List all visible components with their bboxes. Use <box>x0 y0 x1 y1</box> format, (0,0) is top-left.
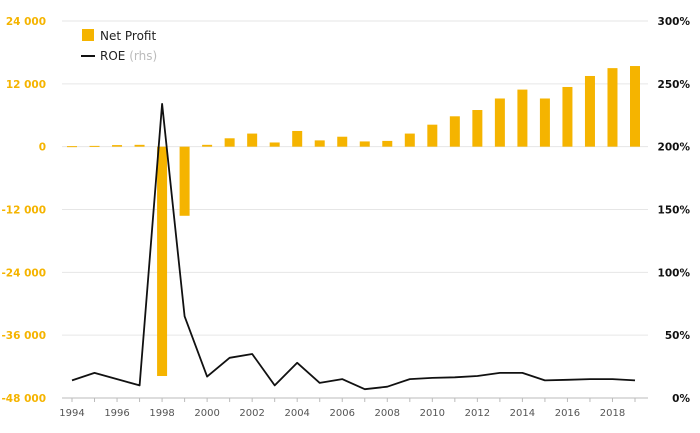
left-axis-tick-label: 24 000 <box>6 16 46 28</box>
legend-roe-suffix: (rhs) <box>129 49 157 63</box>
x-axis-tick-label: 2006 <box>330 408 355 419</box>
x-axis-tick-label: 2014 <box>510 408 535 419</box>
net-profit-bar <box>427 124 438 147</box>
x-axis-tick-label: 2018 <box>600 408 625 419</box>
net-profit-bar <box>179 146 190 216</box>
right-axis-tick-label: 50% <box>665 330 691 342</box>
legend-label-roe: ROE (rhs) <box>100 49 157 63</box>
roe-line-layer <box>71 103 636 391</box>
net-profit-bars <box>67 66 640 377</box>
net-profit-bar <box>404 133 415 147</box>
net-profit-bar <box>269 142 280 147</box>
net-profit-bar <box>337 136 348 147</box>
x-axis-tick-label: 2000 <box>194 408 219 419</box>
net-profit-bar <box>202 144 213 147</box>
right-axis-tick-label: 300% <box>658 16 691 28</box>
net-profit-bar <box>494 98 505 147</box>
net-profit-bar <box>157 146 168 377</box>
legend: Net Profit ROE (rhs) <box>81 29 157 63</box>
gridlines <box>62 20 648 399</box>
x-axis-tick-label: 1996 <box>104 408 129 419</box>
net-profit-bar <box>630 66 640 147</box>
net-profit-bar <box>224 138 235 147</box>
right-axis-tick-label: 250% <box>658 79 691 91</box>
net-profit-bar <box>607 68 618 147</box>
left-axis-tick-label: 12 000 <box>6 79 46 91</box>
net-profit-bar <box>472 110 483 147</box>
x-axis-tick-label: 2012 <box>465 408 490 419</box>
axes: 24 000 12 000 0 -12 000 -24 000 -36 000 -48 00… <box>1 16 690 419</box>
net-profit-bar <box>584 75 595 147</box>
net-profit-bar <box>67 146 77 148</box>
right-axis-tick-label: 150% <box>658 205 691 217</box>
x-axis-tick-label: 1994 <box>59 408 84 419</box>
x-axis-tick-label: 2016 <box>555 408 580 419</box>
roe-line <box>71 103 636 391</box>
legend-roe-name: ROE <box>100 49 125 63</box>
net-profit-bar <box>134 144 145 147</box>
right-axis-tick-label: 100% <box>658 267 691 279</box>
net-profit-bar <box>382 140 393 147</box>
net-profit-bar <box>539 98 550 147</box>
net-profit-bar <box>247 133 258 147</box>
net-profit-bar <box>562 86 573 147</box>
legend-label-net-profit: Net Profit <box>100 29 156 43</box>
left-axis-tick-label: -12 000 <box>1 205 46 217</box>
net-profit-bar <box>449 116 460 147</box>
net-profit-bar <box>517 89 528 147</box>
net-profit-bar <box>292 130 303 147</box>
legend-swatch-net-profit <box>82 29 94 41</box>
x-axis-tick-label: 2002 <box>239 408 264 419</box>
left-axis-tick-label: -24 000 <box>1 267 46 279</box>
x-axis-tick-label: 2004 <box>284 408 309 419</box>
right-axis-tick-label: 200% <box>658 142 691 154</box>
left-axis-tick-label: -36 000 <box>1 330 46 342</box>
net-profit-bar <box>314 140 325 147</box>
x-axis-tick-label: 2008 <box>375 408 400 419</box>
left-axis-tick-label: 0 <box>39 142 46 154</box>
x-axis-tick-label: 1998 <box>149 408 174 419</box>
left-axis-tick-label: -48 000 <box>1 393 46 405</box>
right-axis-tick-label: 0% <box>672 393 690 405</box>
x-axis-tick-label: 2010 <box>420 408 445 419</box>
net-profit-bar <box>359 141 370 147</box>
net-profit-bar <box>89 145 100 147</box>
net-profit-bar <box>112 145 123 147</box>
